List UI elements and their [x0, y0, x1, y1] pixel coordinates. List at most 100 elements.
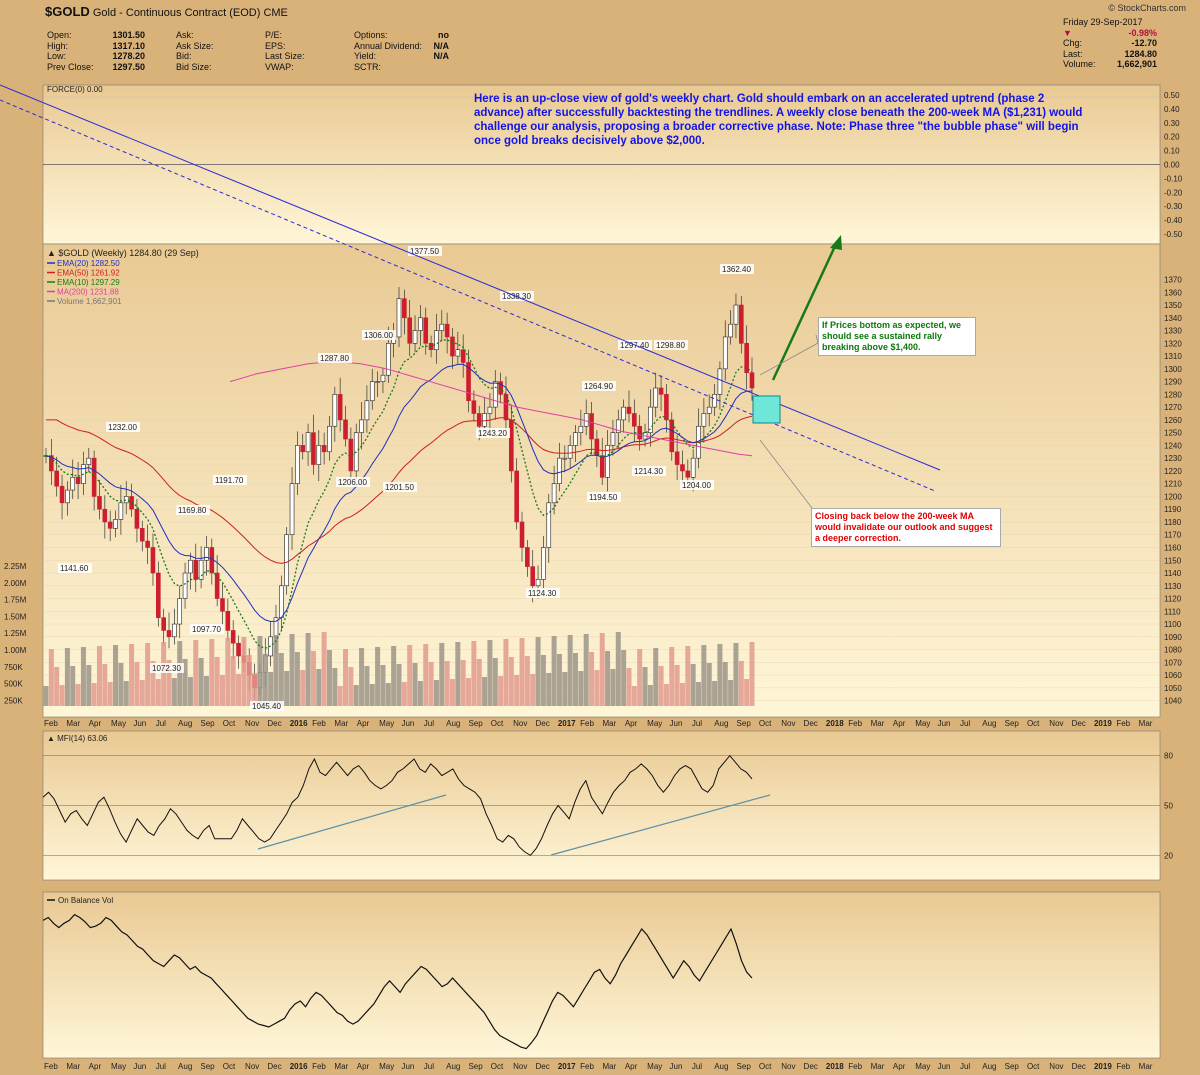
x-axis-label: May: [915, 719, 930, 728]
price-y-tick: 1040: [1164, 697, 1182, 706]
mfi-trendline-2: [550, 794, 771, 856]
x-axis-label-bottom: Jun: [401, 1062, 414, 1071]
candle: [535, 579, 541, 587]
ma200-line: [229, 360, 753, 457]
volume-bar: [177, 641, 183, 706]
x-axis-label-bottom: Sep: [468, 1062, 483, 1071]
price-label-bg: [383, 482, 417, 492]
volume-bar: [391, 646, 397, 706]
stats-label: EPS:: [265, 40, 286, 51]
force-title: FORCE(0) 0.00: [47, 85, 103, 94]
force-y-tick: 0.20: [1164, 133, 1180, 142]
volume-bar: [359, 648, 365, 706]
volume-bar: [631, 686, 637, 706]
volume-bar: [182, 659, 188, 706]
volume-bar: [332, 668, 338, 706]
price-y-tick: 1190: [1164, 505, 1182, 514]
volume-bar: [246, 655, 252, 706]
stats-fields: P/E: EPS: Last Size: VWAP:: [265, 30, 325, 72]
ema50-line: [46, 415, 753, 564]
candle: [75, 477, 81, 484]
candle: [466, 362, 471, 402]
quote-label: Bid Size:: [176, 61, 212, 72]
price-y-tick: 1070: [1164, 658, 1182, 667]
stats-field: VWAP:: [265, 62, 325, 73]
candle: [525, 547, 530, 567]
x-axis-label: Nov: [1049, 719, 1063, 728]
candle: [332, 394, 338, 427]
volume-bar: [615, 632, 621, 706]
volume-bar: [487, 640, 493, 706]
dividend-label: Annual Dividend:: [354, 40, 423, 51]
x-axis-label-bottom: Feb: [312, 1062, 326, 1071]
x-axis-label: May: [647, 719, 662, 728]
volume-bar: [433, 680, 439, 706]
candle: [455, 349, 461, 357]
force-y-tick: -0.50: [1164, 230, 1183, 239]
volume-bar: [107, 682, 113, 706]
x-axis-label: Oct: [491, 719, 504, 728]
dividend-field: SCTR:: [354, 62, 449, 73]
x-axis-label-bottom: 2019: [1094, 1062, 1112, 1071]
x-axis-label: 2019: [1094, 719, 1112, 728]
x-axis-label-bottom: Feb: [848, 1062, 862, 1071]
quote-field: Bid:: [176, 51, 236, 62]
volume-bar: [54, 667, 60, 706]
volume-bar: [401, 682, 407, 706]
x-axis-label: Jun: [133, 719, 146, 728]
dividend-field: Yield: N/A: [354, 51, 449, 62]
volume-bar: [535, 637, 541, 706]
quote-label: Ask:: [176, 30, 194, 40]
candle: [49, 455, 54, 472]
x-axis-label: Aug: [446, 719, 460, 728]
volume-bar: [658, 666, 664, 706]
x-axis-label-bottom: Oct: [491, 1062, 504, 1071]
volume-bar: [653, 648, 659, 706]
volume-bar: [102, 664, 108, 706]
candle: [129, 496, 134, 510]
candle: [327, 425, 332, 453]
price-y-tick: 1300: [1164, 365, 1182, 374]
volume-bar: [203, 676, 209, 706]
volume-bar: [589, 652, 595, 706]
volume-bar: [696, 682, 702, 706]
candle: [193, 559, 199, 580]
dividend-label: Options:: [354, 30, 388, 40]
price-label: 1141.60: [60, 564, 89, 573]
x-axis-label-bottom: Dec: [535, 1062, 549, 1071]
x-axis-label: Sep: [1005, 719, 1020, 728]
candle: [701, 413, 707, 427]
x-axis-label-bottom: Mar: [334, 1062, 348, 1071]
candle: [482, 413, 487, 427]
x-axis-label-bottom: 2016: [290, 1062, 308, 1071]
x-axis-label-bottom: Dec: [804, 1062, 818, 1071]
candle: [59, 485, 65, 504]
price-label-bg: [58, 563, 92, 573]
candle: [653, 387, 659, 408]
volume-bar: [310, 651, 316, 706]
candle: [664, 394, 669, 421]
candle: [150, 547, 156, 574]
price-label: 1206.00: [338, 478, 367, 487]
stats-label: P/E:: [265, 30, 283, 40]
x-axis-label: Mar: [603, 719, 617, 728]
price-label-bg: [318, 353, 352, 363]
volume-bar: [439, 643, 445, 706]
volume-bar: [605, 651, 611, 706]
stats-field: P/E:: [265, 30, 325, 41]
candle: [712, 394, 717, 408]
volume-bar: [514, 675, 520, 706]
candle: [364, 400, 370, 421]
x-axis-label-bottom: Nov: [245, 1062, 259, 1071]
price-y-tick: 1230: [1164, 454, 1182, 463]
volume-bar: [567, 635, 573, 706]
volume-bar: [369, 684, 375, 706]
candle: [402, 298, 407, 319]
volume-bar: [717, 644, 723, 706]
quote-fields: Ask: Ask Size: Bid: Bid Size:: [176, 30, 236, 72]
volume-bar: [701, 645, 707, 706]
x-axis-label: Nov: [513, 719, 527, 728]
quote-summary-label: Last:: [1063, 48, 1083, 59]
force-y-tick: -0.30: [1164, 202, 1183, 211]
candle: [423, 317, 429, 344]
